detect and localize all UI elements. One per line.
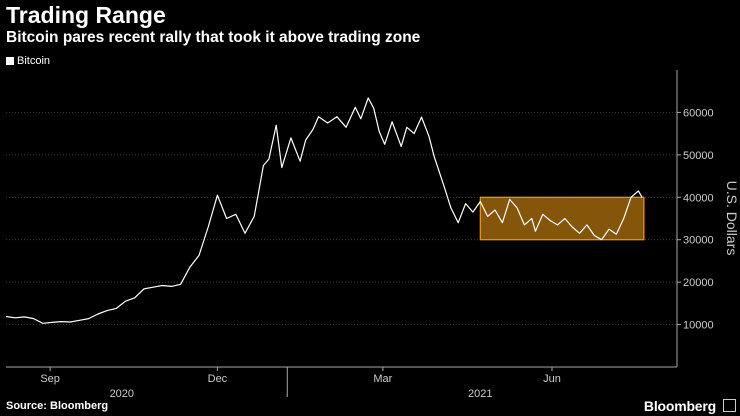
chart-subtitle: Bitcoin pares recent rally that took it … (6, 29, 421, 46)
legend: Bitcoin (6, 55, 50, 67)
legend-swatch (6, 57, 14, 65)
x-tick-label: Dec (208, 373, 228, 385)
x-tick-label: Mar (373, 373, 392, 385)
chart-title: Trading Range (6, 2, 166, 28)
year-label: 2020 (110, 388, 134, 400)
year-label: 2021 (468, 388, 492, 400)
legend-label: Bitcoin (17, 55, 51, 67)
bloomberg-logo: Bloomberg (643, 398, 716, 414)
y-tick-label: 30000 (683, 235, 714, 247)
y-tick-label: 40000 (683, 192, 714, 204)
x-tick-label: Jun (543, 373, 561, 385)
y-tick-label: 10000 (683, 320, 714, 332)
y-tick-label: 60000 (683, 107, 714, 119)
expand-icon[interactable] (723, 399, 736, 412)
y-tick-label: 20000 (683, 277, 714, 289)
y-tick-label: 50000 (683, 150, 714, 162)
trading-range-box (479, 196, 645, 241)
source-note: Source: Bloomberg (6, 400, 109, 412)
series-line-bitcoin (5, 97, 643, 324)
y-axis-label: U.S. Dollars (724, 181, 740, 256)
x-tick-label: Sep (40, 373, 60, 385)
